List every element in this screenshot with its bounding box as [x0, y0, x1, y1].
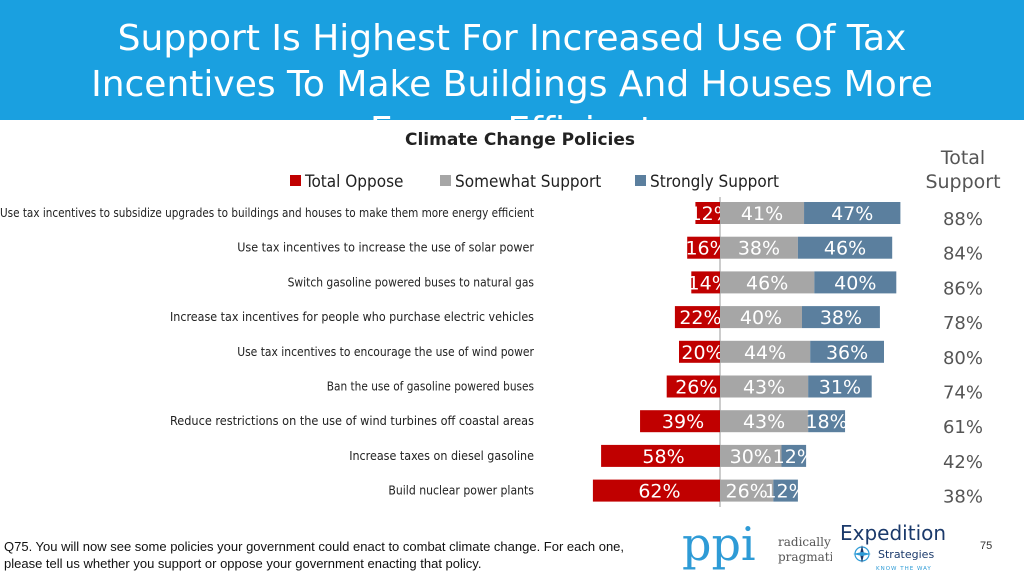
- data-label-strongly: 38%: [820, 307, 862, 329]
- total-support-value: 38%: [943, 487, 983, 508]
- bar-strongly-support: [802, 306, 880, 329]
- legend-swatch-strongly: [635, 175, 646, 186]
- bar-total-oppose: [601, 444, 720, 467]
- bar-somewhat-support: [720, 202, 805, 224]
- category-label: Build nuclear power plants: [388, 483, 534, 498]
- bar-total-oppose: [666, 375, 720, 398]
- data-label-strongly: 46%: [824, 238, 866, 260]
- legend-swatch-somewhat: [440, 175, 451, 186]
- legend-label-somewhat: Somewhat Support: [455, 172, 602, 192]
- category-label: Reduce restrictions on the use of wind t…: [170, 413, 534, 428]
- bar-strongly-support: [781, 444, 807, 467]
- data-label-strongly: 12%: [764, 481, 806, 503]
- data-label-strongly: 12%: [773, 446, 815, 468]
- bar-strongly-support: [797, 236, 893, 259]
- bar-total-oppose: [640, 410, 720, 433]
- bar-total-oppose: [592, 479, 720, 502]
- data-label-oppose: 16%: [685, 238, 727, 260]
- ppi-logo: ppi radically pragmatic: [682, 522, 832, 571]
- footer: [0, 516, 1024, 576]
- total-support-value: 84%: [943, 244, 983, 265]
- category-label: Increase taxes on diesel gasoline: [349, 448, 534, 463]
- total-support-value: 78%: [943, 313, 983, 334]
- bar-somewhat-support: [720, 236, 798, 259]
- data-label-oppose: 58%: [642, 446, 684, 468]
- bar-somewhat-support: [720, 306, 802, 329]
- slide-title: Support Is Highest For Increased Use Of …: [91, 18, 933, 120]
- data-label-oppose: 22%: [679, 307, 721, 329]
- data-label-somewhat: 44%: [744, 342, 786, 364]
- data-label-somewhat: 46%: [746, 272, 788, 294]
- total-support-header: Total Support: [925, 147, 1001, 193]
- category-label: Switch gasoline powered buses to natural…: [288, 274, 535, 289]
- bar-strongly-support: [804, 202, 901, 224]
- bar-strongly-support: [808, 375, 872, 398]
- expedition-logo-line2: Strategies: [878, 548, 934, 561]
- diverging-bar-chart: Use tax incentives to subsidize upgrades…: [0, 197, 983, 508]
- bar-somewhat-support: [720, 340, 811, 363]
- category-label: Ban the use of gasoline powered buses: [327, 379, 534, 394]
- chart-title: Climate Change Policies: [404, 130, 635, 150]
- category-label: Use tax incentives to subsidize upgrades…: [0, 205, 535, 220]
- ppi-logo-line2: pragmatic: [778, 550, 832, 564]
- bar-strongly-support: [808, 410, 846, 433]
- data-label-oppose: 62%: [638, 481, 680, 503]
- data-label-strongly: 36%: [826, 342, 868, 364]
- bar-somewhat-support: [720, 375, 809, 398]
- expedition-strategies-logo: Expedition Strategies KNOW THE WAY: [840, 521, 946, 572]
- data-label-somewhat: 26%: [726, 481, 768, 503]
- data-label-strongly: 31%: [819, 377, 861, 399]
- bar-total-oppose: [679, 340, 720, 363]
- data-label-strongly: 18%: [805, 411, 847, 433]
- data-label-somewhat: 40%: [740, 307, 782, 329]
- bar-somewhat-support: [720, 444, 782, 467]
- bar-total-oppose: [674, 306, 720, 329]
- data-label-somewhat: 43%: [743, 411, 785, 433]
- ppi-logo-mark: ppi: [682, 522, 756, 571]
- expedition-logo-line1: Expedition: [840, 521, 946, 545]
- compass-icon: [853, 545, 871, 563]
- data-label-oppose: 14%: [688, 272, 730, 294]
- legend-swatch-oppose: [290, 175, 301, 186]
- bar-total-oppose: [691, 271, 720, 294]
- category-label: Increase tax incentives for people who p…: [170, 309, 534, 324]
- total-support-value: 86%: [943, 278, 983, 299]
- title-banner: Support Is Highest For Increased Use Of …: [0, 0, 1024, 120]
- data-label-oppose: 20%: [681, 342, 723, 364]
- bar-strongly-support: [810, 340, 884, 363]
- bar-somewhat-support: [720, 271, 815, 294]
- total-support-value: 61%: [943, 417, 983, 438]
- legend-item-strongly-support: Strongly Support: [635, 172, 779, 192]
- bar-strongly-support: [773, 479, 798, 502]
- legend-item-total-oppose: Total Oppose: [290, 172, 403, 192]
- expedition-logo-tagline: KNOW THE WAY: [876, 566, 932, 572]
- total-support-value: 74%: [943, 383, 983, 404]
- category-label: Use tax incentives to increase the use o…: [237, 240, 534, 255]
- data-label-strongly: 40%: [834, 272, 876, 294]
- data-label-somewhat: 38%: [738, 238, 780, 260]
- bar-somewhat-support: [720, 410, 809, 433]
- data-label-oppose: 26%: [675, 377, 717, 399]
- total-support-value: 88%: [943, 209, 983, 230]
- bar-total-oppose: [695, 202, 720, 224]
- category-label: Use tax incentives to encourage the use …: [237, 344, 534, 359]
- legend-item-somewhat-support: Somewhat Support: [440, 172, 601, 192]
- bar-strongly-support: [814, 271, 897, 294]
- legend-label-oppose: Total Oppose: [305, 172, 404, 192]
- page-number: 75: [980, 540, 993, 552]
- data-label-strongly: 47%: [831, 203, 873, 225]
- total-support-value: 42%: [943, 452, 983, 473]
- bar-somewhat-support: [720, 479, 774, 502]
- question-text: Q75. You will now see some policies your…: [4, 539, 625, 571]
- data-label-somewhat: 41%: [741, 203, 783, 225]
- bar-total-oppose: [687, 236, 720, 259]
- data-label-oppose: 39%: [662, 411, 704, 433]
- total-support-value: 80%: [943, 348, 983, 369]
- data-label-somewhat: 30%: [730, 446, 772, 468]
- legend-label-strongly: Strongly Support: [650, 172, 779, 192]
- data-label-somewhat: 43%: [743, 377, 785, 399]
- ppi-logo-line1: radically: [778, 535, 831, 549]
